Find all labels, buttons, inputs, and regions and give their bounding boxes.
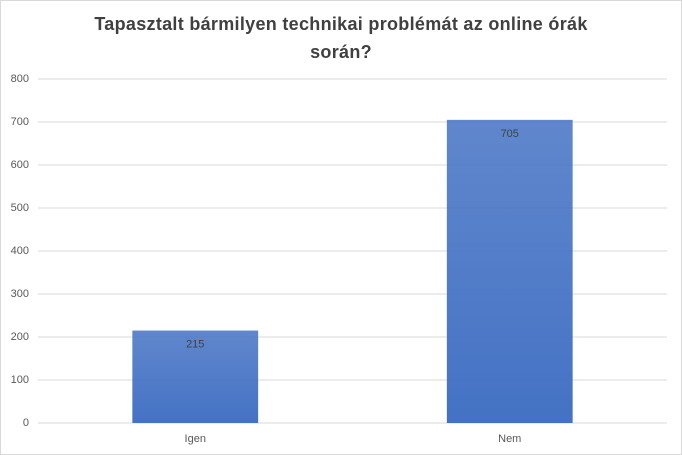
y-tick-label: 300 xyxy=(11,288,29,300)
chart-title: Tapasztalt bármilyen technikai problémát… xyxy=(94,14,588,62)
x-tick-label: Nem xyxy=(498,433,521,445)
y-tick-label: 500 xyxy=(11,202,29,214)
bar xyxy=(132,330,259,423)
y-tick-label: 0 xyxy=(23,417,29,429)
y-tick-label: 400 xyxy=(11,245,29,257)
x-tick-label: Igen xyxy=(185,433,206,445)
data-label: 215 xyxy=(186,338,204,350)
data-label: 705 xyxy=(501,128,519,140)
y-tick-label: 600 xyxy=(11,159,29,171)
y-tick-label: 700 xyxy=(11,116,29,128)
y-tick-label: 100 xyxy=(11,374,29,386)
y-tick-label: 200 xyxy=(11,331,29,343)
bar xyxy=(446,119,573,423)
y-tick-label: 800 xyxy=(11,73,29,85)
